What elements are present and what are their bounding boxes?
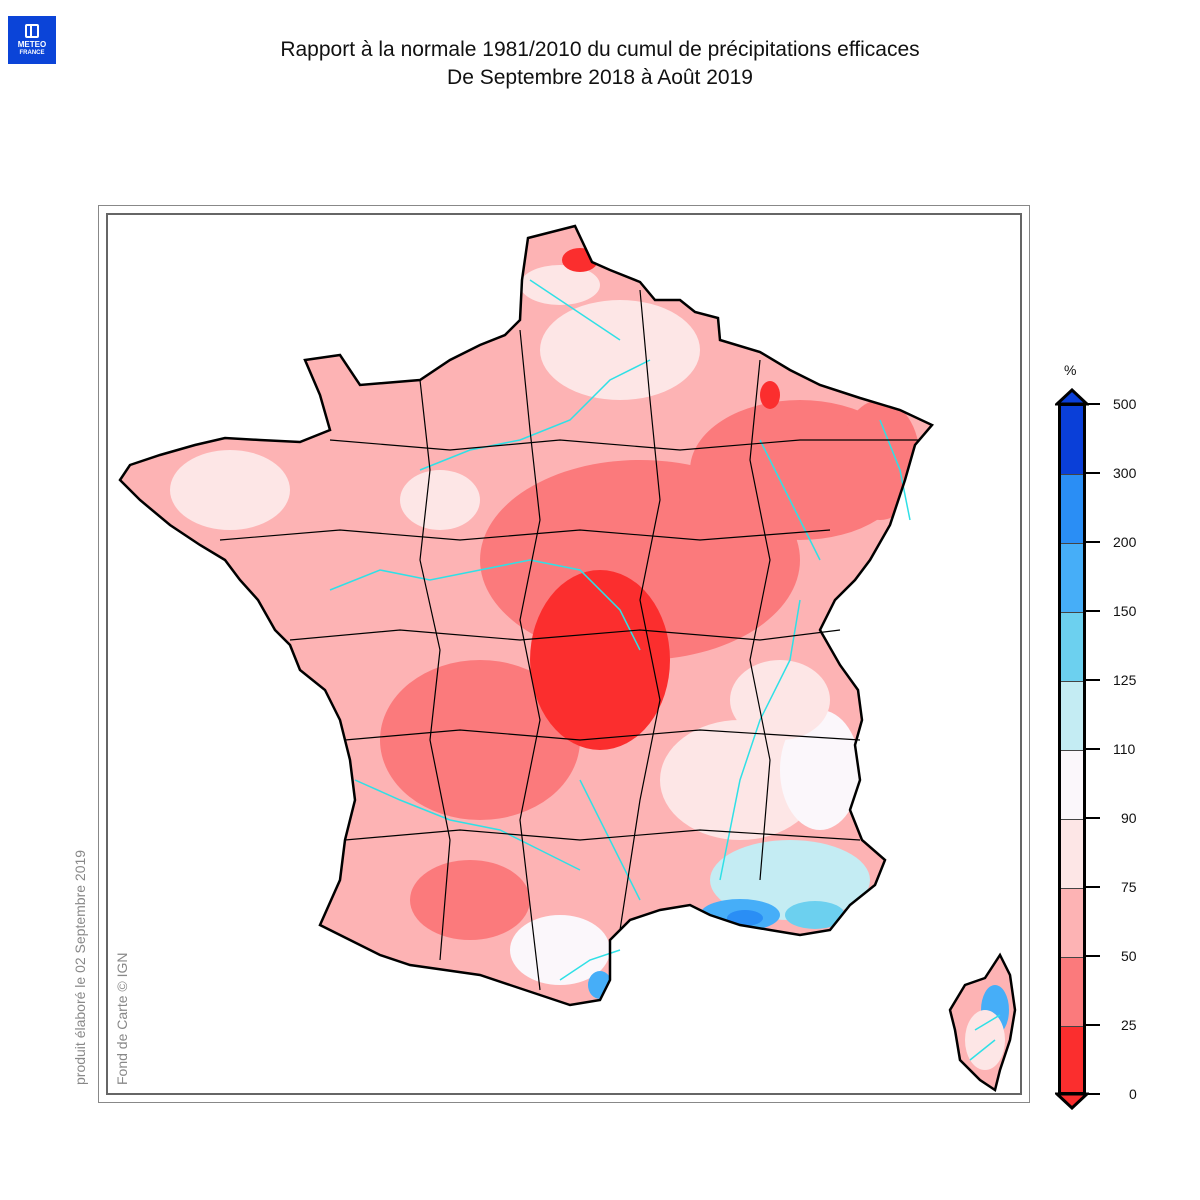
legend-tick	[1086, 1024, 1100, 1026]
legend-tick	[1086, 541, 1100, 543]
legend-label-75: 75	[1121, 879, 1137, 895]
map-credit-text: Fond de Carte © IGN	[114, 952, 130, 1085]
legend-label-50: 50	[1121, 948, 1137, 964]
legend-label-90: 90	[1121, 810, 1137, 826]
legend-label-200: 200	[1113, 534, 1137, 550]
legend-label-300: 300	[1113, 465, 1137, 481]
legend-tick	[1086, 955, 1100, 957]
legend-tick	[1086, 679, 1100, 681]
under-range-arrow-icon	[1055, 1092, 1089, 1110]
colorbar-class-90-110	[1061, 751, 1083, 820]
legend-tick	[1086, 1093, 1100, 1095]
legend-label-500: 500	[1113, 396, 1137, 412]
legend-label-125: 125	[1113, 672, 1137, 688]
map-frame-outer	[98, 205, 1030, 1103]
colorbar-class-110-125	[1061, 682, 1083, 751]
production-date-text: produit élaboré le 02 Septembre 2019	[72, 849, 88, 1085]
colorbar-class-0-25	[1061, 1027, 1083, 1092]
legend-label-0: 0	[1129, 1086, 1137, 1102]
department-borders	[219, 289, 920, 991]
meteo-france-logo: METEO FRANCE	[8, 16, 56, 64]
colorbar-class-200-300	[1061, 475, 1083, 544]
colorbar-class-300-500	[1061, 406, 1083, 475]
colorbar	[1058, 403, 1086, 1095]
legend-tick	[1086, 610, 1100, 612]
title-line-1: Rapport à la normale 1981/2010 du cumul …	[280, 38, 920, 61]
colorbar-class-25-50	[1061, 958, 1083, 1027]
legend-tick	[1086, 748, 1100, 750]
colorbar-class-150-200	[1061, 544, 1083, 613]
legend-label-110: 110	[1113, 741, 1136, 757]
map-title: Rapport à la normale 1981/2010 du cumul …	[0, 36, 1200, 92]
meteo-france-emblem-icon	[25, 23, 39, 38]
legend-tick	[1086, 403, 1100, 405]
legend-tick	[1086, 472, 1100, 474]
colorbar-class-125-150	[1061, 613, 1083, 682]
colorbar-class-50-75	[1061, 889, 1083, 958]
title-line-2: De Septembre 2018 à Août 2019	[447, 66, 753, 89]
legend-label-25: 25	[1121, 1017, 1137, 1033]
legend-unit: %	[1064, 362, 1077, 378]
legend-tick	[1086, 886, 1100, 888]
colorbar-class-75-90	[1061, 820, 1083, 889]
legend-label-150: 150	[1113, 603, 1137, 619]
logo-text-meteo: METEO	[17, 39, 47, 49]
logo-text-france: FRANCE	[19, 49, 45, 56]
rivers	[329, 279, 1001, 1061]
legend-tick	[1086, 817, 1100, 819]
map-frame-inner	[106, 213, 1022, 1095]
